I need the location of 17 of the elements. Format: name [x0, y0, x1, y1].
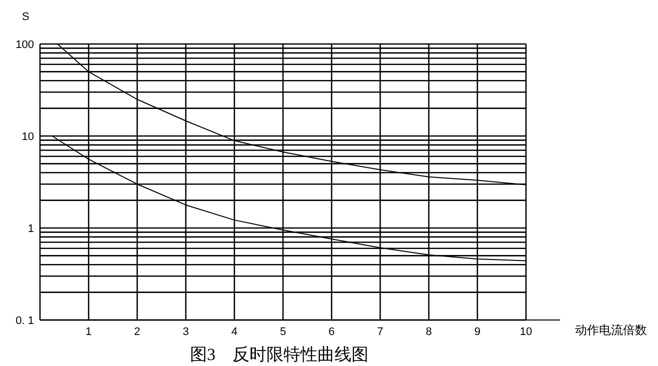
x-tick-label: 7 — [377, 326, 384, 338]
x-tick-label: 6 — [328, 326, 335, 338]
y-tick-label: 1 — [28, 223, 34, 235]
y-axis-title: S — [22, 11, 30, 23]
x-tick-label: 8 — [426, 326, 432, 338]
x-tick-label: 3 — [182, 326, 189, 338]
x-tick-label: 10 — [520, 326, 532, 338]
y-tick-label: 100 — [16, 39, 34, 51]
x-tick-label: 5 — [280, 326, 286, 338]
x-tick-label: 9 — [474, 326, 480, 338]
x-axis-title: 动作电流倍数 — [575, 323, 647, 337]
x-tick-label: 2 — [134, 326, 140, 338]
x-tick-label: 1 — [86, 326, 92, 338]
y-tick-label: 0. 1 — [16, 315, 34, 327]
text: 图3 反时限特性曲线图 — [190, 345, 368, 364]
x-tick-label: 4 — [231, 326, 238, 338]
y-tick-label: 10 — [22, 131, 34, 143]
